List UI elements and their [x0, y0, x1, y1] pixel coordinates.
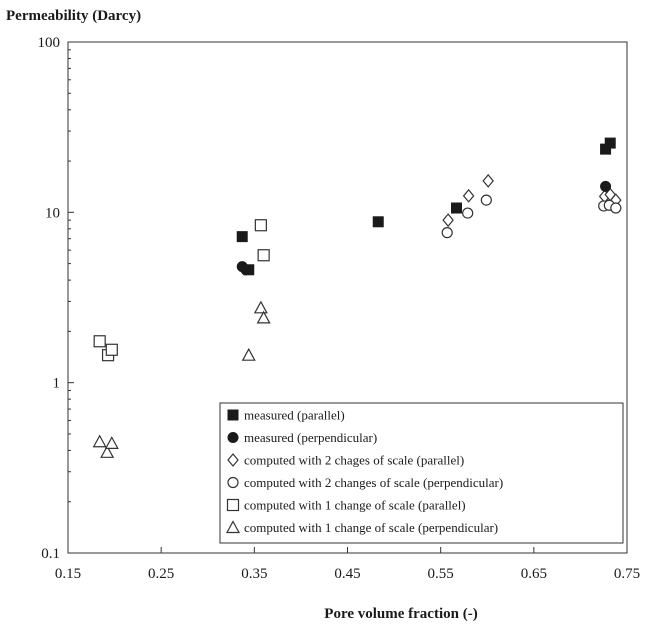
data-point: [105, 343, 118, 356]
x-tick-label: 0.75: [614, 566, 640, 582]
data-point: [462, 207, 474, 219]
legend-label: computed with 2 changes of scale (perpen…: [244, 475, 503, 490]
data-point: [604, 137, 616, 149]
y-tick-label: 100: [38, 35, 61, 51]
data-point: [243, 264, 255, 276]
legend-marker: [227, 432, 239, 443]
legend-label: computed with 1 change of scale (perpend…: [244, 520, 498, 535]
y-axis-title: Permeability (Darcy): [6, 8, 141, 24]
legend-label: computed with 1 change of scale (paralle…: [244, 498, 466, 513]
x-tick-label: 0.45: [334, 566, 360, 582]
data-point: [610, 202, 622, 214]
data-point: [257, 249, 270, 262]
legend-label: computed with 2 chages of scale (paralle…: [244, 453, 464, 468]
data-point: [372, 216, 384, 228]
legend-marker: [226, 498, 240, 512]
y-tick-label: 1: [53, 376, 61, 392]
legend-label: measured (perpendicular): [244, 430, 377, 445]
data-point: [441, 227, 453, 239]
legend-box: [219, 402, 624, 544]
data-point: [482, 173, 494, 188]
y-tick-label: 10: [45, 205, 60, 221]
legend-marker: [227, 476, 239, 489]
x-tick-label: 0.65: [521, 566, 547, 582]
data-point: [442, 213, 454, 228]
y-tick-label: 0.1: [41, 546, 60, 562]
data-point: [451, 202, 463, 214]
data-point: [100, 445, 115, 458]
legend-marker: [227, 409, 239, 421]
data-point: [254, 219, 267, 232]
x-tick-label: 0.55: [428, 566, 454, 582]
legend: measured (parallel) measured (perpendicul…: [219, 402, 624, 544]
data-point: [480, 194, 492, 206]
data-point: [236, 231, 248, 243]
data-point: [93, 335, 106, 348]
data-point: [92, 434, 107, 448]
data-point: [253, 300, 268, 314]
x-tick-label: 0.15: [55, 566, 81, 582]
x-axis-title: Pore volume fraction (-): [324, 606, 477, 622]
x-tick-label: 0.35: [241, 566, 267, 582]
data-marks: [92, 137, 622, 458]
data-point: [600, 180, 612, 192]
data-point: [241, 347, 256, 361]
axis-ticks: 0.15 0.25 0.35 0.45 0.55 0.65 0.75 0.1 1 10 100: [38, 35, 641, 582]
data-point: [462, 188, 475, 203]
legend-marker: [225, 520, 241, 534]
x-tick-label: 0.25: [148, 566, 174, 582]
legend-label: measured (parallel): [244, 408, 345, 423]
data-point: [256, 310, 271, 324]
data-point: [104, 436, 119, 449]
legend-marker: [227, 453, 239, 467]
